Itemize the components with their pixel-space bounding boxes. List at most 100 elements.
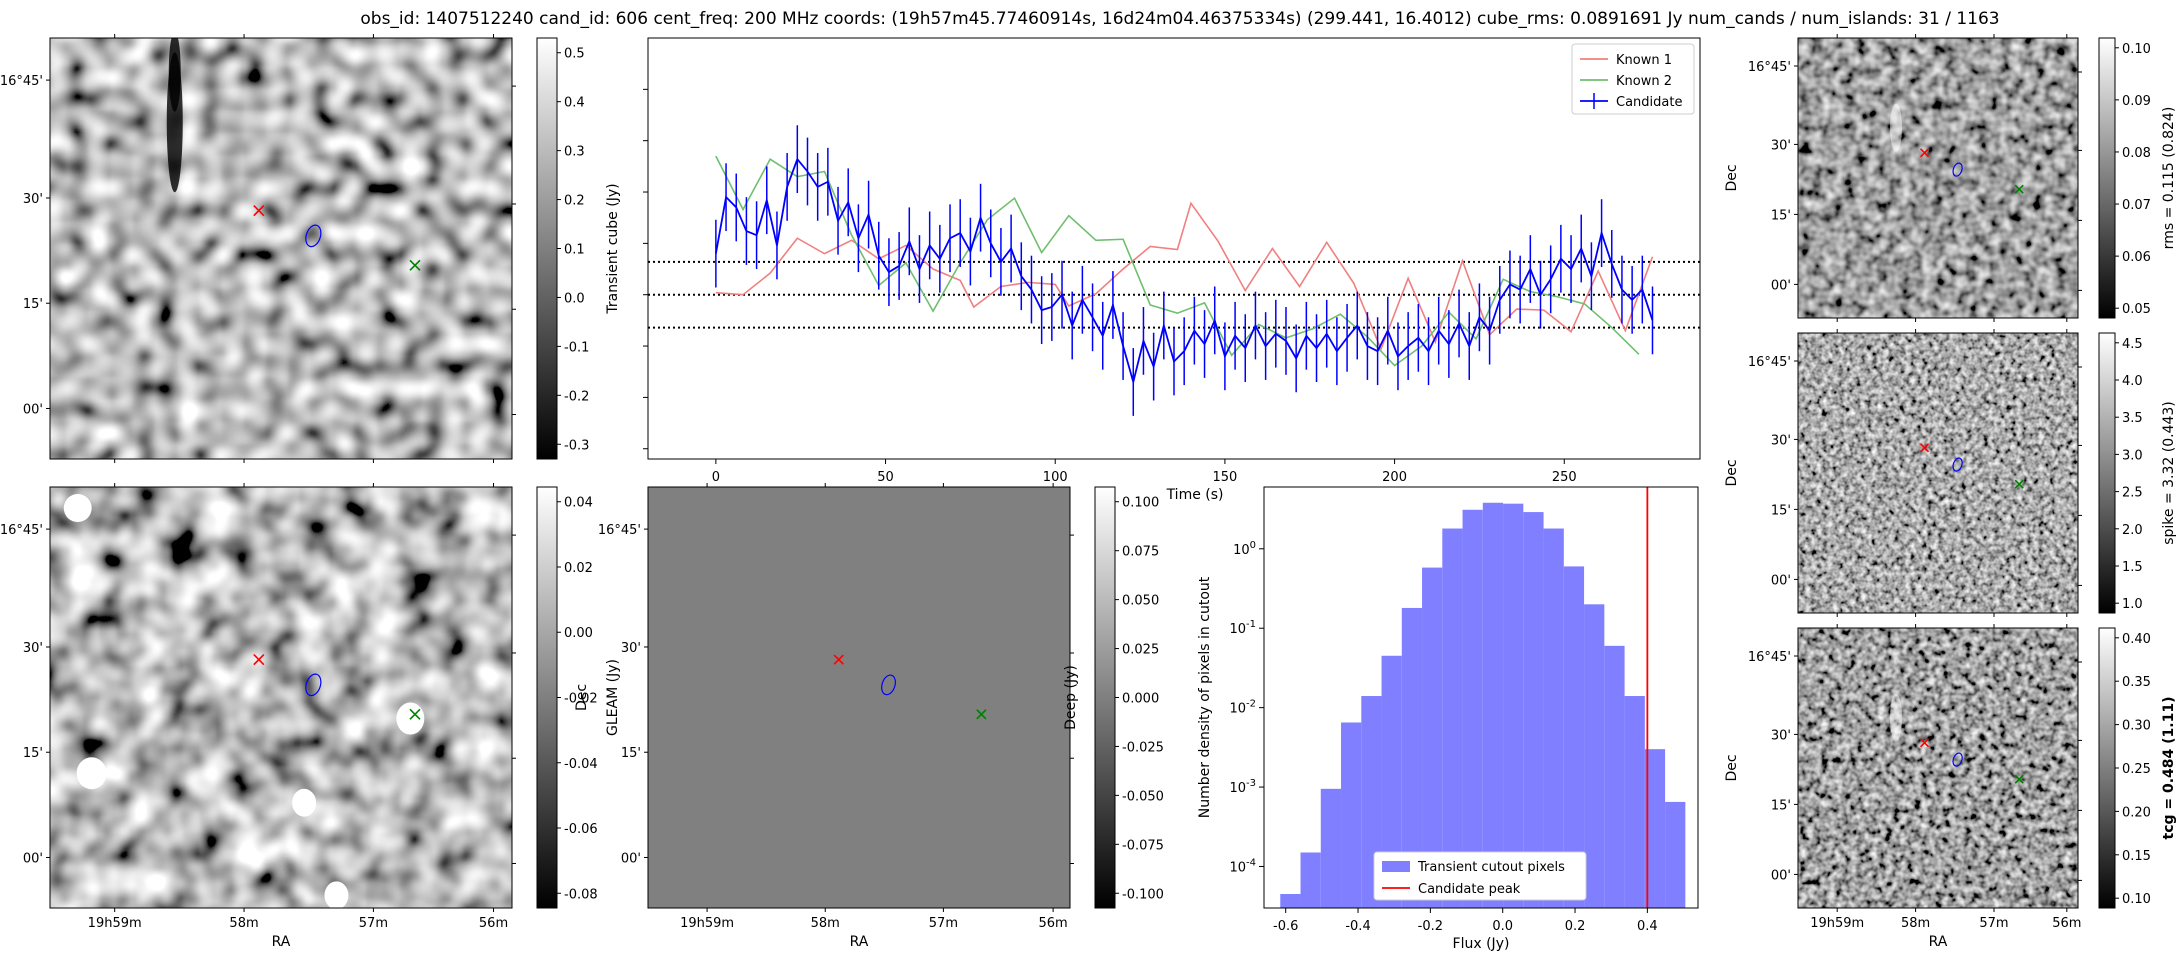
histogram-bar bbox=[1563, 566, 1585, 908]
colorbar-tick-label: 0.10 bbox=[2122, 892, 2151, 907]
panel-transient: 16°45'30'15'00'Dec0.50.40.30.20.10.0-0.1… bbox=[0, 34, 621, 463]
dec-tick-label: 15' bbox=[1771, 503, 1791, 518]
axes-frame bbox=[647, 486, 1071, 909]
gleam-image bbox=[50, 487, 512, 908]
dec-tick-label: 16°45' bbox=[1748, 60, 1791, 75]
dark-streak bbox=[168, 38, 181, 112]
histogram-bar bbox=[1503, 503, 1524, 908]
histogram-bar bbox=[1320, 788, 1342, 908]
colorbar-tick-label: 0.35 bbox=[2122, 675, 2151, 690]
axes-frame bbox=[49, 37, 513, 460]
bright-streak bbox=[1890, 103, 1902, 152]
panel-rms: 16°45' 30' 15' 00' Dec 0.10 0.09 0.08 0.07 0.06 0.… bbox=[1724, 34, 2177, 322]
deep-colorbar-label: Deep (Jy) bbox=[1063, 665, 1079, 730]
y-tick-label: 100 bbox=[1233, 540, 1256, 558]
colorbar-tick-label: 0.00 bbox=[564, 626, 593, 641]
legend-label: Candidate bbox=[1616, 95, 1682, 110]
candidate-marker-red bbox=[253, 654, 265, 666]
colorbar-tick-label: 2.5 bbox=[2122, 486, 2143, 501]
histogram-legend bbox=[1373, 851, 1587, 901]
dec-tick-label: 15' bbox=[1771, 208, 1791, 223]
ra-tick-label: 19h59m bbox=[680, 916, 734, 931]
dec-tick-label: 16°45' bbox=[598, 523, 641, 538]
colorbar-tick-label: -0.06 bbox=[564, 822, 598, 837]
rms-colorbar bbox=[2098, 37, 2116, 319]
colorbar-tick-label: 1.0 bbox=[2122, 597, 2143, 612]
known-marker-green bbox=[409, 259, 421, 271]
candidate-marker-red bbox=[1919, 148, 1930, 158]
dec-tick-label: 00' bbox=[621, 851, 641, 866]
dec-axis-label: Dec bbox=[1724, 164, 1740, 191]
x-tick-label: -0.6 bbox=[1273, 919, 1298, 934]
transient-colorbar-label: Transient cube (Jy) bbox=[605, 183, 621, 314]
island-contour bbox=[305, 673, 322, 697]
colorbar-tick-label: 4.5 bbox=[2122, 337, 2143, 352]
axes-frame bbox=[49, 486, 513, 909]
histogram-bar bbox=[1442, 528, 1463, 908]
ra-tick-label: 19h59m bbox=[88, 916, 142, 931]
gleam-colorbar bbox=[536, 486, 558, 909]
dec-tick-label: 00' bbox=[1771, 868, 1791, 883]
dec-axis-label: Dec bbox=[1724, 754, 1740, 781]
transient-image bbox=[50, 38, 512, 459]
legend-label: Known 2 bbox=[1616, 74, 1672, 89]
colorbar-tick-label: -0.025 bbox=[1122, 740, 1164, 755]
axes-frame bbox=[1797, 332, 2079, 614]
colorbar-tick-label: 3.5 bbox=[2122, 411, 2143, 426]
histogram-bar bbox=[1665, 801, 1686, 908]
x-axis-label: Time (s) bbox=[1166, 487, 1224, 503]
x-tick-label: 50 bbox=[877, 470, 894, 485]
colorbar-tick-label: -0.08 bbox=[564, 887, 598, 902]
colorbar-tick-label: 0.25 bbox=[2122, 762, 2151, 777]
x-tick-label: -0.4 bbox=[1345, 919, 1370, 934]
ra-tick-label: 56m bbox=[479, 916, 508, 931]
dec-tick-label: 16°45' bbox=[1748, 650, 1791, 665]
tcg-colorbar-label: tcg = 0.484 (1.11) bbox=[2161, 697, 2177, 840]
dec-tick-label: 15' bbox=[23, 746, 43, 761]
colorbar-tick-label: 0.20 bbox=[2122, 805, 2151, 820]
bright-streak bbox=[1890, 693, 1902, 742]
deep-image bbox=[648, 487, 1070, 908]
known-marker-green bbox=[976, 709, 987, 720]
island-contour bbox=[881, 674, 896, 696]
y-tick-label: 10-1 bbox=[1229, 619, 1256, 637]
candidate-marker-red bbox=[1919, 443, 1930, 453]
candidate-series bbox=[714, 157, 1654, 386]
panel-tcg: 16°45' 30' 15' 00' Dec 19h59m 58m 57m 56m RA 0.40 0… bbox=[1724, 624, 2177, 950]
x-tick-label: -0.2 bbox=[1418, 919, 1443, 934]
ra-tick-label: 56m bbox=[2052, 916, 2081, 931]
colorbar-tick-label: 0.09 bbox=[2122, 94, 2151, 109]
spike-image bbox=[1798, 333, 2078, 613]
legend-label: Candidate peak bbox=[1418, 882, 1521, 897]
histogram-bar bbox=[1482, 502, 1504, 908]
dec-tick-label: 30' bbox=[23, 192, 43, 207]
legend-label: Known 1 bbox=[1616, 53, 1672, 68]
x-tick-label: 0.4 bbox=[1637, 919, 1658, 934]
colorbar-tick-label: -0.02 bbox=[564, 692, 598, 707]
histogram-bar bbox=[1341, 722, 1362, 908]
colorbar-tick-label: -0.050 bbox=[1122, 789, 1164, 804]
colorbar-tick-label: 0.05 bbox=[2122, 302, 2151, 317]
colorbar-tick-label: 0.025 bbox=[1122, 643, 1159, 658]
dec-tick-label: 16°45' bbox=[0, 523, 43, 538]
bright-source bbox=[324, 881, 349, 908]
ra-tick-label: 58m bbox=[811, 916, 840, 931]
y-tick-label: 10-4 bbox=[1229, 857, 1256, 875]
colorbar-tick-label: -0.04 bbox=[564, 757, 598, 772]
colorbar-tick-label: -0.1 bbox=[564, 340, 589, 355]
dec-tick-label: 15' bbox=[23, 297, 43, 312]
legend-label: Transient cutout pixels bbox=[1417, 860, 1565, 875]
dec-axis-label: Dec bbox=[1724, 459, 1740, 486]
dec-tick-label: 00' bbox=[23, 402, 43, 417]
dec-tick-label: 30' bbox=[1771, 433, 1791, 448]
island-contour bbox=[305, 224, 322, 248]
histogram-bar bbox=[1584, 604, 1605, 908]
histogram-bar bbox=[1381, 655, 1402, 908]
rms-image bbox=[1798, 38, 2078, 318]
ra-tick-label: 58m bbox=[229, 916, 258, 931]
panel-gleam: 16°45' 30' 15' 00' Dec 19h59m 58m 57m 56m RA 0.04 0… bbox=[0, 483, 621, 950]
panel-deep: 16°45' 30' 15' 00' Dec 19h59m 58m 57m 56m RA 0.100… bbox=[574, 483, 1164, 950]
colorbar-tick-label: 0.08 bbox=[2122, 146, 2151, 161]
ra-tick-label: 58m bbox=[1901, 916, 1930, 931]
y-tick-label: 10-3 bbox=[1229, 778, 1256, 796]
